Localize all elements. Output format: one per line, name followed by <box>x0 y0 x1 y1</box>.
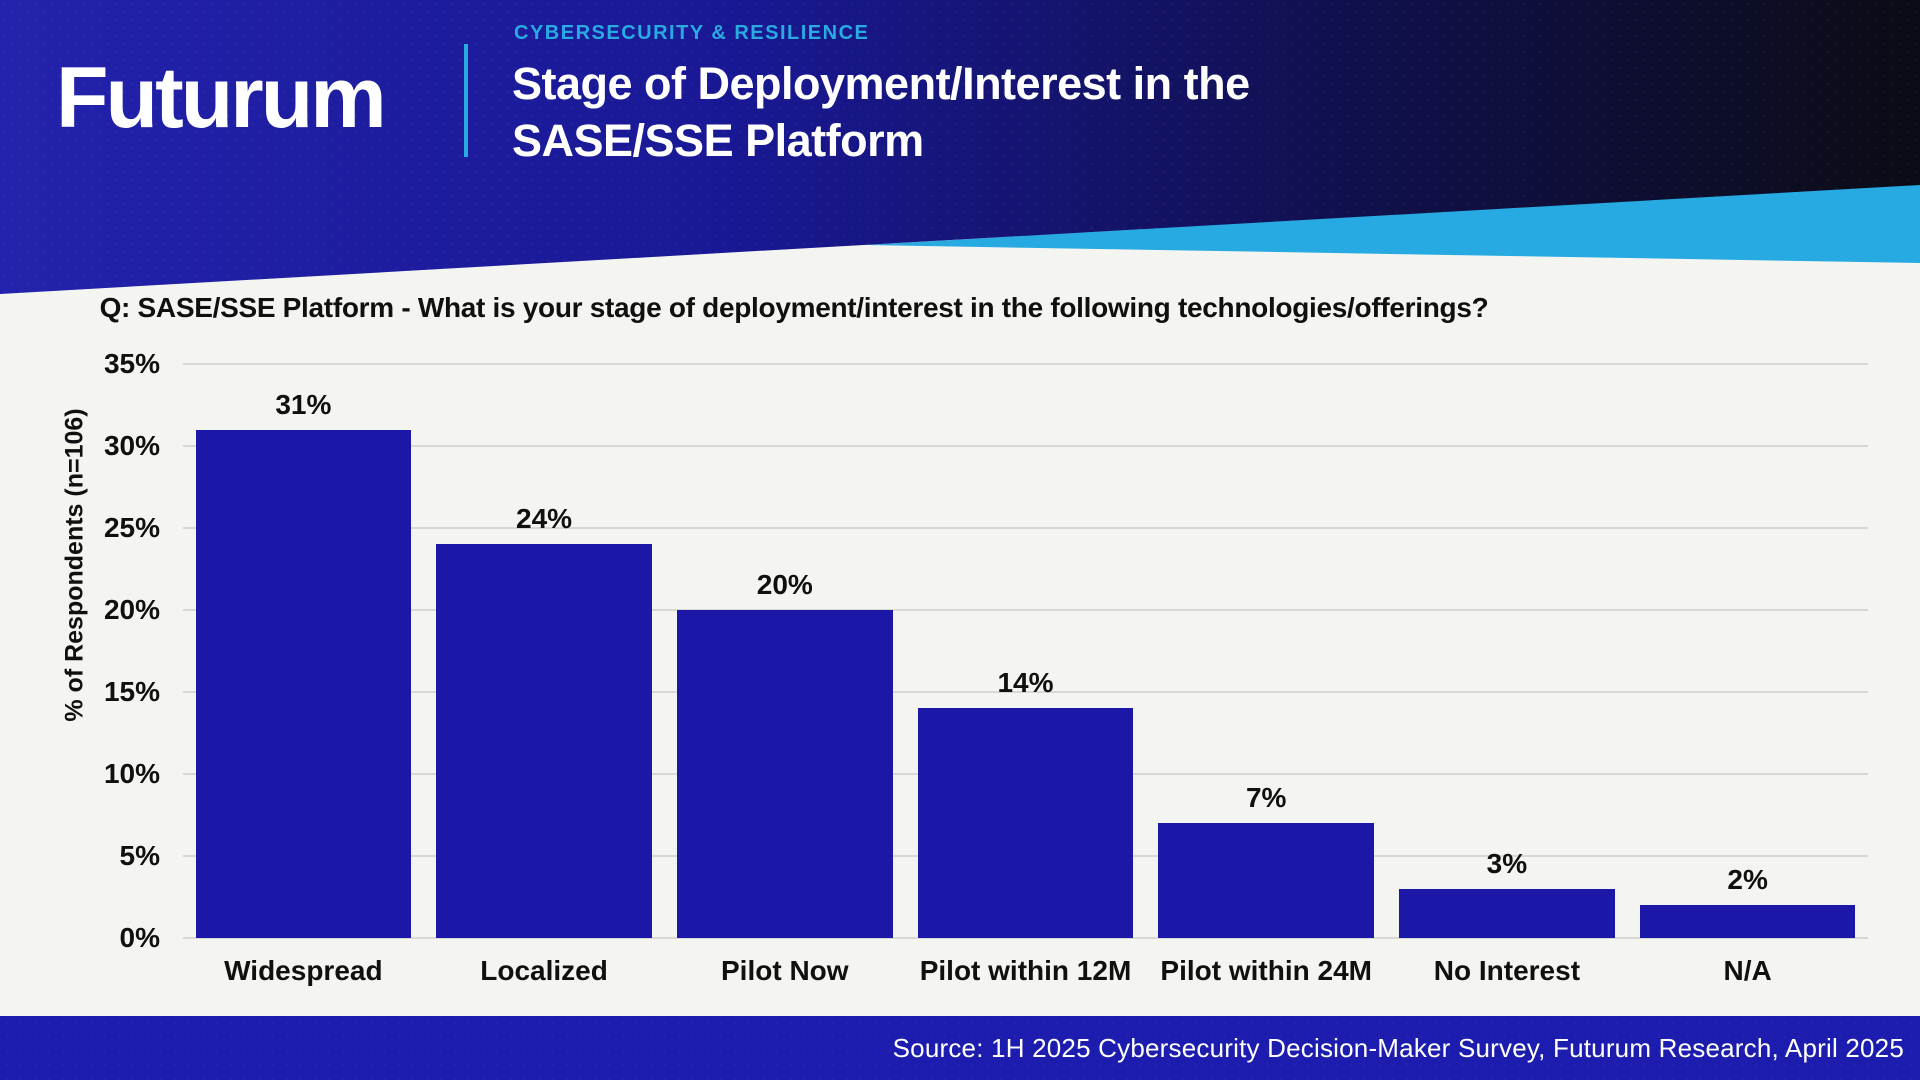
gridline-25% <box>183 527 1868 529</box>
bar-value-label: 3% <box>1486 847 1528 879</box>
bar-value-label: 24% <box>516 503 573 535</box>
bar-pilot-within-24m <box>1158 823 1375 938</box>
header-cyan-wedge <box>865 184 1920 263</box>
gridline-30% <box>183 445 1868 447</box>
page-title-line1: Stage of Deployment/Interest in the <box>512 58 1250 109</box>
y-tick-label: 25% <box>103 512 160 543</box>
bar-value-label: 31% <box>275 388 332 420</box>
gridline-15% <box>183 691 1868 693</box>
x-tick-label: Localized <box>480 955 608 986</box>
chart-question: Q: SASE/SSE Platform - What is your stag… <box>99 292 1489 323</box>
bar-localized <box>436 544 652 938</box>
bar-value-label: 2% <box>1727 864 1768 896</box>
x-tick-label: Pilot Now <box>721 955 849 986</box>
page-title: Stage of Deployment/Interest in the SASE… <box>512 55 1250 169</box>
bar-n-a <box>1639 905 1856 938</box>
bar-value-label: 20% <box>756 569 813 600</box>
gridline-20% <box>183 609 1868 611</box>
header-background <box>0 0 1920 294</box>
bar-value-label: 14% <box>997 667 1054 699</box>
y-tick-label: 0% <box>119 922 160 953</box>
brand-logo: Futurum <box>56 50 387 146</box>
header-divider <box>464 44 468 157</box>
footer-bar: Source: 1H 2025 Cybersecurity Decision-M… <box>0 1016 1920 1080</box>
bar-value-label: 7% <box>1245 782 1287 814</box>
x-tick-label: Pilot within 24M <box>1160 955 1372 986</box>
x-tick-label: N/A <box>1723 955 1772 986</box>
gridline-35% <box>183 363 1868 365</box>
header-dot-texture <box>0 0 1920 294</box>
y-tick-label: 20% <box>103 594 160 625</box>
header-eyebrow: CYBERSECURITY & RESILIENCE <box>514 22 870 44</box>
bar-widespread <box>195 429 412 938</box>
bar-no-interest <box>1399 888 1615 938</box>
x-tick-label: No Interest <box>1433 955 1581 986</box>
y-tick-label: 5% <box>119 840 160 871</box>
x-tick-label: Widespread <box>224 955 383 986</box>
source-text: Source: 1H 2025 Cybersecurity Decision-M… <box>892 1033 1904 1063</box>
x-tick-label: Pilot within 12M <box>919 955 1132 986</box>
bar-pilot-within-12m <box>917 708 1134 938</box>
y-tick-label: 30% <box>103 430 160 461</box>
y-tick-label: 10% <box>103 758 160 789</box>
y-tick-label: 35% <box>103 348 160 379</box>
gridline-0% <box>183 937 1868 939</box>
y-tick-label: 15% <box>103 676 160 707</box>
page-title-line2: SASE/SSE Platform <box>512 115 924 166</box>
bar-pilot-now <box>676 610 893 938</box>
